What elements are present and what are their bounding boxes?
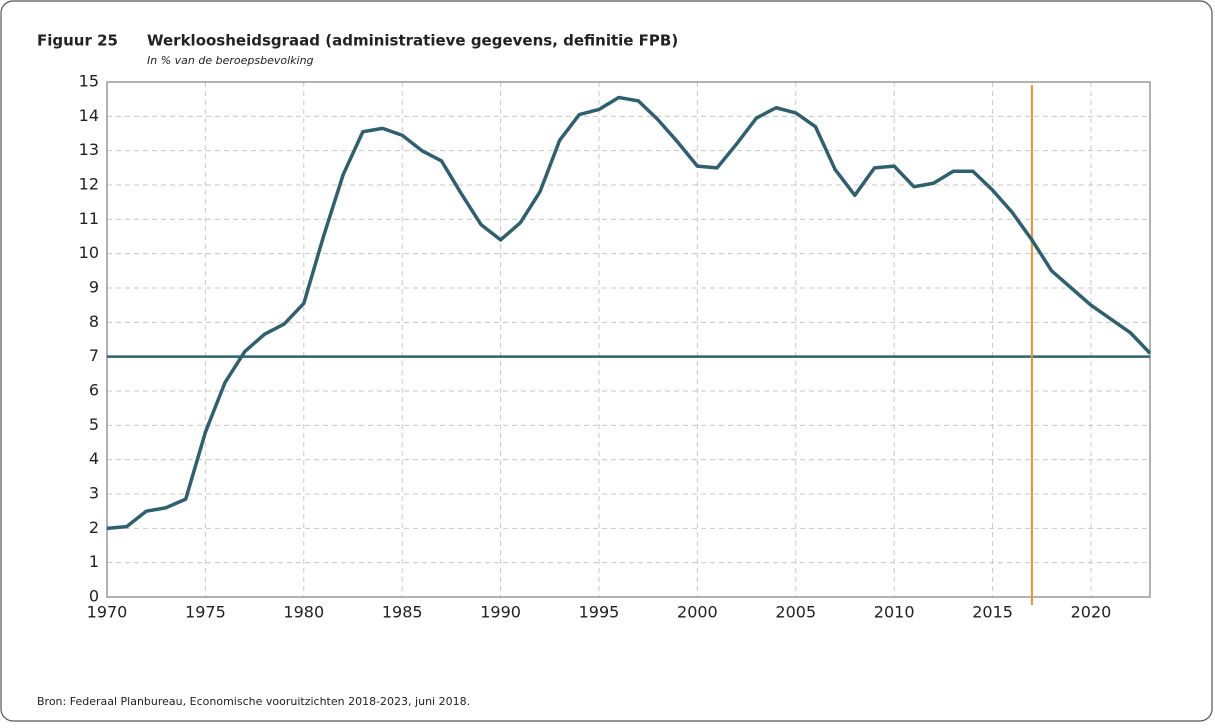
- chart-title: Werkloosheidsgraad (administratieve gege…: [147, 32, 678, 50]
- y-tick-label: 2: [89, 518, 99, 537]
- y-tick-label: 1: [89, 552, 99, 571]
- y-tick-label: 0: [89, 587, 99, 606]
- plot-area: [106, 81, 1151, 598]
- y-tick-label: 13: [79, 140, 99, 159]
- y-tick-label: 3: [89, 484, 99, 503]
- figure-label: Figuur 25: [37, 32, 118, 50]
- x-tick-label: 2000: [677, 603, 718, 622]
- x-tick-label: 1995: [579, 603, 620, 622]
- y-tick-label: 6: [89, 381, 99, 400]
- source: Bron: Federaal Planbureau, Economische v…: [37, 695, 470, 708]
- y-tick-label: 10: [79, 243, 99, 262]
- x-tick-label: 2005: [775, 603, 816, 622]
- y-tick-label: 14: [79, 106, 99, 125]
- y-tick-label: 7: [89, 346, 99, 365]
- y-tick-label: 9: [89, 278, 99, 297]
- x-tick-label: 2020: [1071, 603, 1112, 622]
- data-line: [106, 95, 1152, 531]
- x-tick-label: 2015: [972, 603, 1013, 622]
- chart-subtitle: In % van de beroepsbevolking: [147, 54, 314, 67]
- y-tick-label: 11: [79, 209, 99, 228]
- x-tick-label: 1985: [382, 603, 423, 622]
- x-tick-label: 1980: [283, 603, 324, 622]
- y-tick-label: 12: [79, 175, 99, 194]
- y-tick-label: 4: [89, 449, 99, 468]
- y-tick-label: 15: [79, 72, 99, 91]
- x-tick-label: 1970: [87, 603, 128, 622]
- x-tick-label: 2010: [874, 603, 915, 622]
- x-tick-label: 1975: [185, 603, 226, 622]
- y-tick-label: 8: [89, 312, 99, 331]
- x-tick-label: 1990: [480, 603, 521, 622]
- y-tick-label: 5: [89, 415, 99, 434]
